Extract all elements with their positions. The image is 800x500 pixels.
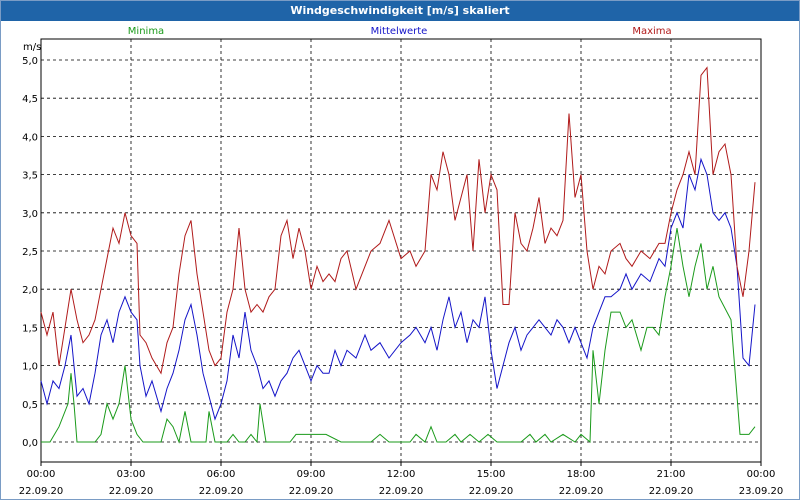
y-tick-label: 0,5 (22, 400, 38, 411)
y-axis-label: m/s (23, 42, 41, 53)
x-tick-date: 22.09.20 (649, 486, 694, 497)
x-tick-time: 09:00 (297, 469, 326, 480)
x-tick-date: 22.09.20 (559, 486, 604, 497)
y-tick-label: 0,0 (22, 438, 38, 449)
y-tick-label: 1,5 (22, 323, 38, 334)
y-tick-label: 5,0 (22, 56, 38, 67)
x-tick-date: 22.09.20 (379, 486, 424, 497)
x-tick-time: 18:00 (567, 469, 596, 480)
y-tick-label: 3,5 (22, 171, 38, 182)
legend-maxima: Maxima (632, 26, 671, 37)
x-tick-date: 22.09.20 (199, 486, 244, 497)
x-tick-date: 22.09.20 (289, 486, 334, 497)
x-tick-time: 03:00 (117, 469, 146, 480)
legend-minima: Minima (128, 26, 164, 37)
series-line-minima (41, 228, 756, 444)
x-tick-time: 00:00 (747, 469, 776, 480)
x-tick-time: 12:00 (387, 469, 416, 480)
y-tick-label: 3,0 (22, 209, 38, 220)
window-title: Windgeschwindigkeit [m/s] skaliert (1, 1, 799, 21)
series-line-maxima (40, 66, 756, 375)
y-tick-label: 4,0 (22, 132, 38, 143)
y-tick-label: 4,5 (22, 94, 38, 105)
y-tick-label: 1,0 (22, 362, 38, 373)
x-tick-time: 15:00 (477, 469, 506, 480)
x-tick-time: 21:00 (657, 469, 686, 480)
x-tick-date: 22.09.20 (469, 486, 514, 497)
legend-mittelwerte: Mittelwerte (371, 26, 428, 37)
x-tick-date: 22.09.20 (109, 486, 154, 497)
y-tick-label: 2,0 (22, 285, 38, 296)
x-tick-date: 23.09.20 (739, 486, 784, 497)
series-line-mittelwerte (40, 157, 756, 421)
y-tick-label: 2,5 (22, 247, 38, 258)
x-tick-time: 00:00 (27, 469, 56, 480)
x-tick-time: 06:00 (207, 469, 236, 480)
wind-speed-chart: 0,0 0,5 1,0 1,5 2,0 2,5 3,0 3,5 4,0 4,5 5,0 m/s 00:0… (19, 26, 784, 497)
x-tick-date: 22.09.20 (19, 486, 64, 497)
